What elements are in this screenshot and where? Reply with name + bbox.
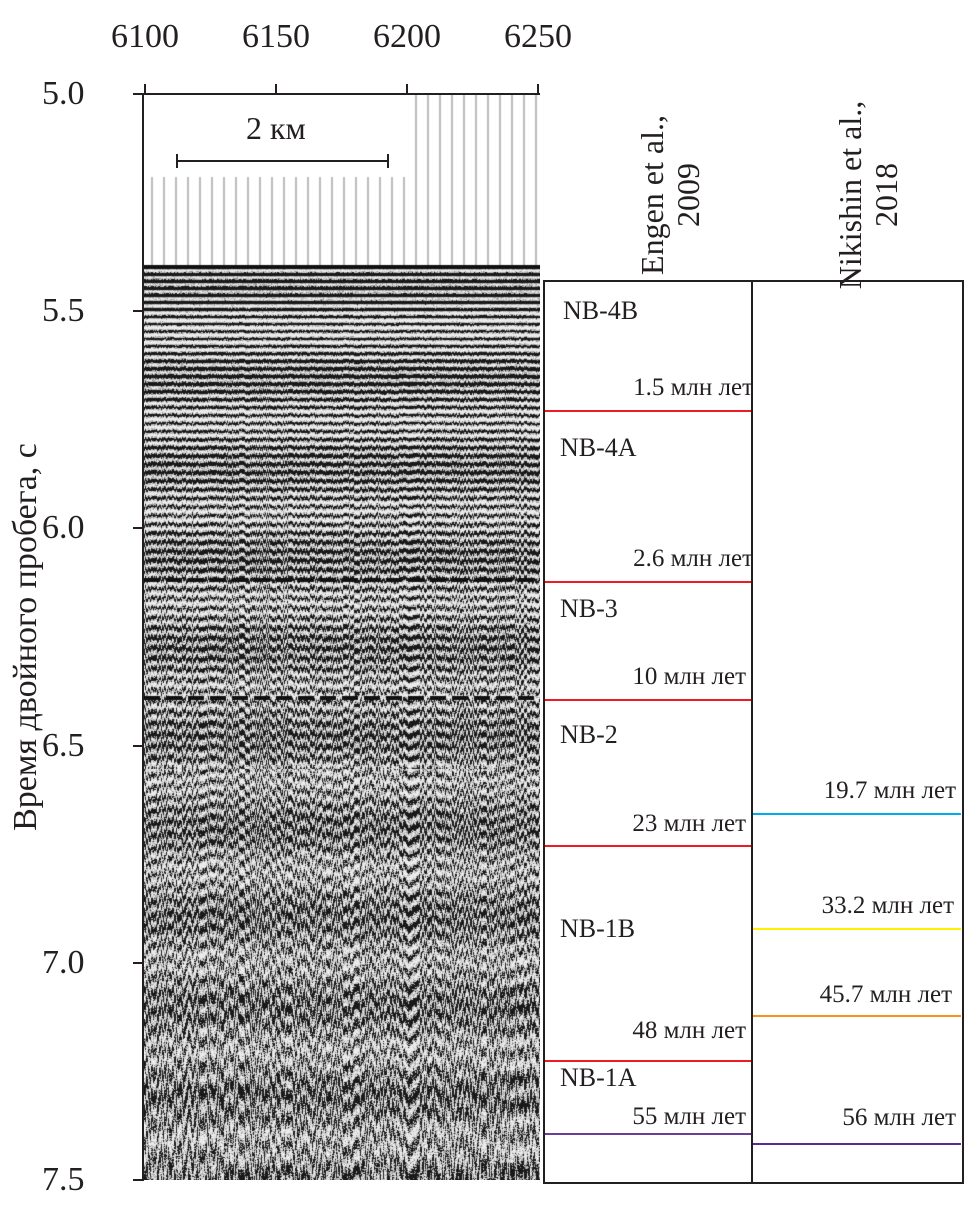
x-tick: [144, 84, 146, 94]
boundary-age: 19.7 млн лет: [823, 777, 956, 804]
boundary-line: [545, 410, 751, 412]
title-line: 2018: [868, 163, 904, 228]
y-tick-label: 5.5: [42, 292, 85, 329]
x-tick-label: 6150: [242, 18, 310, 55]
y-axis-line: [142, 93, 144, 1181]
boundary-age: 10 млн лет: [632, 663, 746, 690]
x-tick: [406, 84, 408, 94]
boundary-line: [753, 1015, 961, 1017]
boundary-line: [753, 813, 961, 815]
y-tick-label: 6.5: [42, 727, 85, 764]
x-tick-label: 6100: [111, 18, 179, 55]
y-tick: [133, 527, 143, 529]
unit-label: NB-4A: [560, 433, 637, 462]
scale-bar: [177, 160, 388, 162]
y-tick: [133, 93, 143, 95]
x-tick: [275, 84, 277, 94]
y-tick-label: 6.0: [42, 509, 85, 546]
boundary-age: 23 млн лет: [632, 810, 746, 837]
boundary-line: [545, 1133, 751, 1135]
scale-bar-cap: [387, 154, 389, 168]
boundary-line: [545, 581, 751, 583]
scale-bar-label: 2 км: [242, 110, 310, 147]
y-tick-label: 7.5: [42, 1161, 85, 1198]
unit-label: NB-2: [560, 720, 618, 749]
stratigraphy-table: [543, 280, 964, 1184]
y-tick-label: 7.0: [42, 944, 85, 981]
boundary-age: 2.6 млн лет: [633, 545, 753, 572]
title-line: Engen et al.,: [634, 115, 670, 275]
y-tick: [133, 1179, 143, 1181]
boundary-age: 48 млн лет: [632, 1017, 746, 1044]
title-line: 2009: [670, 163, 706, 227]
unit-label: NB-1A: [560, 1063, 637, 1092]
boundary-age: 45.7 млн лет: [819, 981, 952, 1008]
boundary-line: [545, 699, 751, 701]
unit-label: NB-3: [560, 594, 618, 623]
boundary-line: [545, 1060, 751, 1062]
boundary-line: [545, 845, 751, 847]
unit-label: NB-1B: [560, 914, 636, 943]
column-divider: [751, 280, 753, 1183]
y-tick: [133, 962, 143, 964]
y-tick: [133, 310, 143, 312]
x-axis-line: [143, 93, 540, 95]
boundary-age: 1.5 млн лет: [633, 374, 753, 401]
boundary-age: 33.2 млн лет: [821, 892, 954, 919]
boundary-age: 56 млн лет: [842, 1104, 956, 1131]
boundary-line: [753, 1143, 961, 1145]
title-line: Nikishin et al.,: [832, 100, 868, 290]
x-tick-label: 6200: [373, 18, 441, 55]
boundary-age: 55 млн лет: [632, 1103, 746, 1130]
seismic-section: [144, 95, 540, 1180]
unit-label: NB-4B: [563, 296, 639, 325]
y-tick: [133, 745, 143, 747]
column-title-nikishin: Nikishin et al., 2018: [832, 101, 904, 289]
x-tick-label: 6250: [504, 18, 572, 55]
x-tick: [537, 84, 539, 94]
boundary-line: [753, 928, 961, 930]
column-title-engen: Engen et al., 2009: [634, 115, 706, 275]
y-axis-label: Время двойного пробега, с: [7, 443, 44, 831]
scale-bar-cap: [176, 154, 178, 168]
y-tick-label: 5.0: [42, 75, 85, 112]
